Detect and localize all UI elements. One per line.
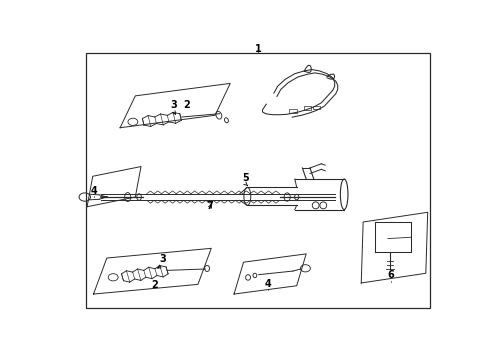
Text: 1: 1 xyxy=(255,44,261,54)
Text: 4: 4 xyxy=(90,186,97,195)
Text: 4: 4 xyxy=(265,279,271,288)
Text: 7: 7 xyxy=(207,201,214,211)
Text: 2: 2 xyxy=(151,280,158,290)
Text: 3: 3 xyxy=(160,255,167,264)
Bar xyxy=(313,105,320,109)
Bar xyxy=(289,109,297,113)
Text: 2: 2 xyxy=(183,100,190,110)
Bar xyxy=(303,107,311,110)
Text: 5: 5 xyxy=(242,173,249,183)
Text: 6: 6 xyxy=(388,270,394,280)
Text: 3: 3 xyxy=(170,100,177,110)
